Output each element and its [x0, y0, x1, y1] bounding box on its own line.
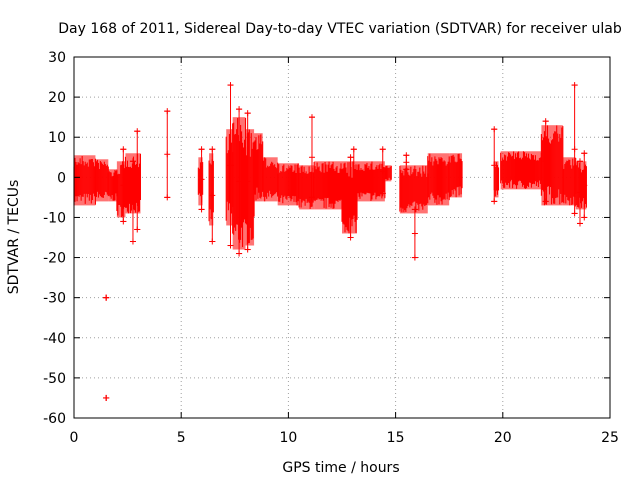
- data-spike: [103, 294, 110, 301]
- chart-title: Day 168 of 2011, Sidereal Day-to-day VTE…: [58, 21, 622, 37]
- data-spike: [236, 106, 243, 257]
- data-spike: [491, 126, 498, 205]
- data-segment-fill: [384, 165, 392, 182]
- x-tick-label: 5: [177, 430, 186, 446]
- data-segment: [244, 129, 255, 246]
- data-segment-fill: [245, 129, 255, 246]
- data-segment: [225, 129, 234, 226]
- data-spike: [542, 118, 549, 205]
- data-spike: [103, 394, 110, 401]
- plot-frame: [73, 56, 611, 419]
- x-tick-label: 25: [601, 430, 619, 446]
- data-segment-fill: [399, 165, 428, 214]
- data-spike: [403, 152, 410, 173]
- data-segment: [356, 161, 386, 202]
- data-segment-fill: [575, 161, 587, 210]
- data-spike: [120, 146, 127, 225]
- data-segment: [562, 157, 577, 206]
- data-spike: [244, 110, 251, 253]
- grid-layer: [74, 57, 610, 418]
- data-segment-fill: [226, 129, 233, 226]
- y-tick-label: 10: [48, 130, 66, 146]
- y-tick-label: 20: [48, 90, 66, 106]
- chart-ylabel: SDTVAR / TECUs: [6, 180, 22, 295]
- y-tick-label: -10: [43, 210, 66, 226]
- data-segment: [262, 157, 279, 202]
- data-segment-fill: [541, 125, 563, 206]
- data-spike: [227, 82, 234, 249]
- chart-xlabel: GPS time / hours: [282, 460, 399, 476]
- ticks-layer: 0 5 10 15 20 25 -60 -50 -40 -30 -20 -10 0 10 20 30: [43, 50, 619, 446]
- data-segment: [277, 163, 300, 206]
- data-spike: [308, 114, 315, 201]
- x-tick-label: 10: [279, 430, 297, 446]
- data-spike: [350, 146, 357, 213]
- data-segment-fill: [357, 161, 385, 202]
- data-segment: [384, 165, 392, 182]
- data-segment: [493, 161, 500, 198]
- data-spike: [571, 82, 578, 217]
- data-segment-fill: [262, 157, 278, 202]
- data-segment-fill: [198, 157, 203, 206]
- data-segment-fill: [108, 169, 117, 202]
- x-tick-label: 0: [70, 430, 79, 446]
- data-segment-fill: [254, 133, 263, 202]
- data-segment: [448, 153, 463, 198]
- data-segment-fill: [95, 159, 109, 202]
- y-tick-label: -50: [43, 371, 66, 387]
- data-segment-fill: [500, 151, 542, 190]
- y-tick-label: 0: [57, 170, 66, 186]
- data-segment: [94, 159, 109, 202]
- data-segment: [313, 161, 343, 210]
- data-spike: [576, 158, 583, 227]
- data-segment-fill: [427, 153, 450, 206]
- data-segment: [540, 125, 564, 206]
- data-spike: [164, 108, 171, 201]
- y-tick-label: 30: [48, 50, 66, 66]
- data-segment: [399, 165, 429, 214]
- data-spike: [379, 146, 386, 197]
- data-segment: [116, 161, 127, 218]
- data-segment-fill: [449, 153, 463, 198]
- data-segment-fill: [314, 161, 342, 210]
- data-spike: [209, 146, 216, 245]
- y-tick-label: -40: [43, 331, 66, 347]
- y-tick-label: -30: [43, 291, 66, 307]
- data-spike: [347, 154, 354, 241]
- data-segment-fill: [116, 161, 126, 218]
- data-segment-fill: [74, 155, 96, 206]
- data-spike: [129, 158, 136, 245]
- data-segment-fill: [494, 161, 499, 198]
- data-spike: [134, 128, 141, 233]
- data-spike: [411, 206, 418, 261]
- data-segment: [253, 133, 264, 202]
- data-segment-fill: [277, 163, 300, 206]
- data-segment-fill: [209, 153, 214, 226]
- y-tick-label: -60: [43, 411, 66, 427]
- x-tick-label: 20: [494, 430, 512, 446]
- x-tick-label: 15: [387, 430, 405, 446]
- y-tick-label: -20: [43, 251, 66, 267]
- data-segment-fill: [562, 157, 576, 206]
- data-spike: [581, 150, 588, 221]
- data-segment: [73, 155, 96, 206]
- data-segment-fill: [299, 165, 315, 210]
- data-segment: [107, 169, 118, 202]
- data-segment: [500, 151, 542, 190]
- data-segment: [427, 153, 450, 206]
- data-spike: [198, 146, 205, 213]
- data-layer: [73, 82, 588, 401]
